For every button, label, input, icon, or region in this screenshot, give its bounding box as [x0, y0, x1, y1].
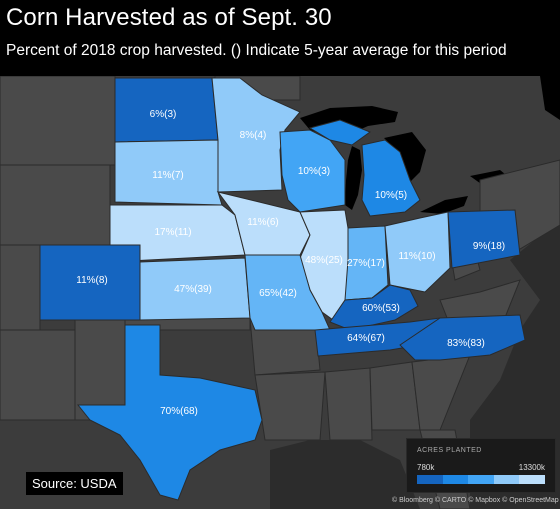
label-north-carolina: 83%(83) [447, 338, 485, 349]
state-wisconsin [279, 129, 346, 213]
label-north-dakota: 6%(3) [150, 109, 177, 120]
state-michigan-upper [308, 119, 372, 146]
lake-huron [384, 132, 426, 182]
label-illinois: 48%(25) [305, 255, 343, 266]
legend-swatch-1 [442, 475, 469, 484]
state-pennsylvania [447, 209, 521, 269]
legend-max: 13300k [518, 463, 545, 472]
source-label: Source: USDA [26, 472, 123, 495]
state-illinois [299, 209, 351, 326]
chart-subtitle: Percent of 2018 crop harvested. () Indic… [6, 42, 507, 59]
state-michigan [361, 139, 421, 217]
label-minnesota: 8%(4) [240, 130, 267, 141]
gulf [270, 440, 420, 509]
label-pennsylvania: 9%(18) [473, 241, 505, 252]
legend: ACRES PLANTED 780k 13300k [406, 438, 556, 493]
header: Corn Harvested as of Sept. 30 Percent of… [0, 0, 560, 76]
legend-swatch-0 [417, 475, 443, 484]
label-kentucky: 60%(53) [362, 303, 400, 314]
label-iowa: 11%(6) [247, 217, 279, 228]
legend-swatch-4 [519, 475, 545, 484]
label-michigan: 10%(5) [375, 190, 407, 201]
state-missouri [244, 254, 331, 331]
label-colorado: 11%(8) [76, 275, 108, 286]
legend-title: ACRES PLANTED [417, 447, 482, 454]
label-wisconsin: 10%(3) [298, 166, 330, 177]
legend-swatch-3 [493, 475, 520, 484]
label-missouri: 65%(42) [259, 288, 297, 299]
state-texas [76, 324, 263, 501]
label-ohio: 11%(10) [398, 251, 435, 262]
label-tennessee: 64%(67) [347, 333, 385, 344]
atlantic [470, 220, 560, 509]
chart-title: Corn Harvested as of Sept. 30 [6, 4, 332, 31]
label-indiana: 27%(17) [347, 258, 385, 269]
map-svg: 6%(3) 8%(4) 11%(7) 10%(3) 10%(5) 17%(11)… [0, 76, 560, 509]
state-south-dakota [114, 139, 223, 206]
map[interactable]: 6%(3) 8%(4) 11%(7) 10%(3) 10%(5) 17%(11)… [0, 76, 560, 509]
label-texas: 70%(68) [160, 406, 198, 417]
label-nebraska: 17%(11) [154, 227, 191, 238]
lake-michigan [345, 146, 362, 210]
lake-erie [420, 196, 468, 214]
legend-swatch-2 [468, 475, 494, 484]
legend-color-scale [417, 475, 545, 484]
state-north-carolina [399, 314, 526, 361]
label-kansas: 47%(39) [174, 284, 212, 295]
map-attribution[interactable]: © Bloomberg © CARTO © Mapbox © OpenStree… [392, 497, 559, 504]
legend-min: 780k [417, 463, 435, 472]
label-south-dakota: 11%(7) [152, 170, 184, 181]
